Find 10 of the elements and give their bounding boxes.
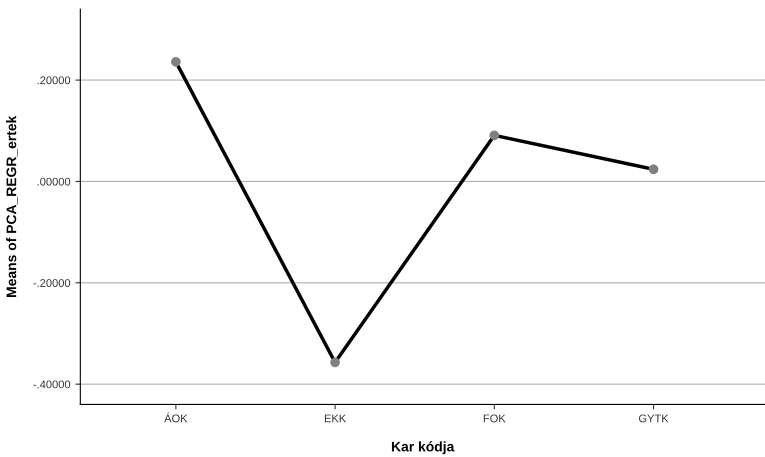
x-tick-label: EKK	[324, 414, 346, 422]
x-tick-label: FOK	[484, 414, 506, 422]
y-tick-label: .20000	[38, 76, 70, 84]
x-axis-title: Kar kódja	[392, 441, 454, 454]
x-tick-label: GYTK	[638, 414, 669, 422]
x-tick-label: ÁOK	[164, 412, 188, 422]
y-tick-label: -.20000	[33, 279, 70, 287]
y-tick-label: -.40000	[33, 380, 70, 388]
y-axis-title: Means of PCA_REGR_ertek	[6, 116, 18, 297]
y-tick-label: .00000	[38, 178, 70, 186]
